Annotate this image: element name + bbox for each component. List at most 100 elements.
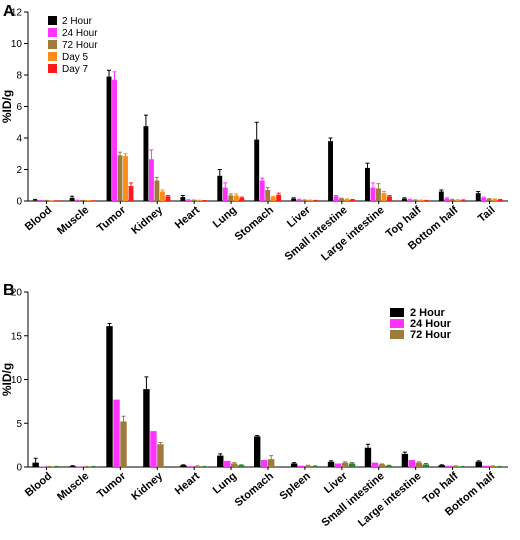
category-label: Small intestine bbox=[283, 204, 350, 263]
bar bbox=[387, 196, 392, 201]
bar bbox=[344, 199, 350, 201]
bar bbox=[222, 187, 228, 201]
bar bbox=[261, 460, 268, 467]
bar bbox=[191, 200, 197, 201]
bar bbox=[185, 200, 191, 201]
bar bbox=[486, 199, 492, 201]
bar bbox=[401, 453, 409, 467]
bar bbox=[32, 462, 39, 467]
bar bbox=[422, 464, 430, 467]
category-label: Large intestine bbox=[319, 204, 387, 263]
bar bbox=[117, 155, 123, 201]
bar bbox=[418, 200, 424, 201]
bar bbox=[113, 399, 120, 467]
category-label: Blood bbox=[23, 470, 55, 499]
category-label: Spleen bbox=[278, 470, 314, 503]
bar bbox=[412, 200, 418, 201]
legend-label: Day 5 bbox=[62, 52, 89, 63]
bar bbox=[291, 198, 297, 201]
bar bbox=[238, 465, 245, 467]
bar bbox=[224, 460, 231, 467]
bar bbox=[482, 465, 489, 467]
legend-label: 24 Hour bbox=[410, 318, 452, 330]
legend-label: 2 Hour bbox=[62, 16, 93, 27]
panel-b-chart: 0 5 10 15 20 %ID/g Blood Muscle Tumor Kidney Heart… bbox=[0, 288, 508, 530]
bar bbox=[154, 180, 160, 201]
category-label: Heart bbox=[173, 204, 203, 231]
bar bbox=[302, 200, 308, 201]
bar bbox=[449, 199, 455, 201]
bar bbox=[328, 141, 333, 201]
bar bbox=[341, 462, 349, 467]
bar bbox=[32, 200, 38, 201]
category-label: Small intestine bbox=[320, 470, 387, 529]
y-tick-label: 10 bbox=[11, 39, 23, 50]
legend-label: Day 7 bbox=[62, 64, 89, 75]
bar bbox=[438, 191, 444, 201]
y-tick-label: 2 bbox=[16, 165, 22, 176]
category-label: Tail bbox=[476, 204, 498, 225]
bar bbox=[254, 436, 261, 467]
bar bbox=[370, 187, 376, 201]
bar bbox=[150, 431, 157, 467]
bar bbox=[455, 200, 461, 201]
y-tick-label: 0 bbox=[16, 197, 22, 208]
bar bbox=[217, 175, 223, 201]
category-label: Large intestine bbox=[356, 470, 424, 529]
bar bbox=[112, 79, 117, 201]
bar bbox=[334, 463, 342, 467]
bar bbox=[231, 463, 238, 467]
bar bbox=[239, 197, 245, 201]
y-tick-label: 4 bbox=[16, 134, 22, 145]
bar bbox=[148, 159, 154, 201]
bar bbox=[265, 189, 271, 201]
bar bbox=[333, 196, 339, 201]
bar bbox=[475, 193, 481, 201]
bar bbox=[123, 156, 128, 201]
category-label: Liver bbox=[322, 470, 350, 497]
bar bbox=[143, 389, 150, 467]
bar bbox=[348, 463, 356, 467]
bar bbox=[327, 461, 335, 467]
bar bbox=[460, 200, 466, 201]
legend-swatch bbox=[390, 319, 404, 328]
bar bbox=[311, 466, 319, 467]
bar bbox=[194, 466, 201, 467]
bar bbox=[415, 462, 423, 467]
bar bbox=[492, 199, 498, 201]
y-tick-label: 8 bbox=[16, 71, 22, 82]
category-label: Liver bbox=[285, 204, 313, 231]
category-label: Muscle bbox=[55, 204, 91, 237]
legend-label: 2 Hour bbox=[410, 307, 446, 319]
bar bbox=[475, 461, 482, 467]
legend-label: 72 Hour bbox=[62, 40, 98, 51]
y-tick-label: 0 bbox=[16, 463, 22, 474]
bar bbox=[69, 466, 76, 467]
y-tick-label: 10 bbox=[11, 375, 23, 386]
category-label: Muscle bbox=[55, 470, 91, 503]
bar bbox=[445, 465, 453, 467]
bar bbox=[408, 460, 416, 467]
category-label: Stomach bbox=[233, 204, 277, 243]
bar bbox=[444, 198, 450, 201]
legend-swatch bbox=[48, 16, 57, 25]
bar bbox=[69, 197, 75, 201]
bar bbox=[350, 199, 355, 201]
bar bbox=[180, 465, 187, 467]
category-label: Tumor bbox=[95, 470, 129, 501]
legend-label: 24 Hour bbox=[62, 28, 98, 39]
bar bbox=[371, 462, 379, 467]
bar bbox=[401, 198, 407, 201]
bar bbox=[143, 126, 149, 201]
legend-swatch bbox=[390, 308, 404, 317]
bar bbox=[452, 466, 460, 467]
bar bbox=[187, 466, 194, 467]
category-label: Kidney bbox=[129, 204, 165, 237]
panel-a-chart: 0 2 4 6 8 10 12 %ID/g Blood Muscle Tumor Kidney Hear… bbox=[0, 8, 508, 264]
bar bbox=[228, 195, 234, 201]
category-label: Blood bbox=[23, 204, 55, 233]
legend-swatch bbox=[390, 330, 404, 339]
y-tick-label: 12 bbox=[11, 8, 23, 19]
bar bbox=[106, 326, 113, 467]
